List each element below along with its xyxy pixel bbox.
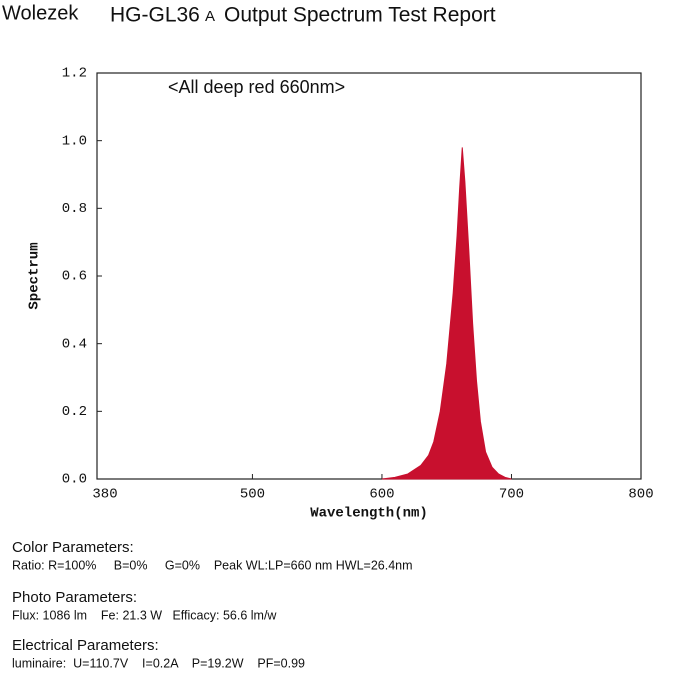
y-tick-label: 0.0 [62,472,87,488]
model: HG-GL36 [110,4,200,27]
model-suffix: A [205,8,215,25]
x-tick-label: 700 [499,487,524,503]
y-tick-label: 0.2 [62,404,87,420]
x-tick-label: 500 [240,487,265,503]
param-line: Ratio: R=100% B=0% G=0% Peak WL:LP=660 n… [12,558,413,572]
y-tick-label: 1.2 [62,66,87,82]
param-heading: Electrical Parameters: [12,637,159,654]
brand: Wolezek [2,2,79,24]
plot-frame [96,72,642,480]
param-line: luminaire: U=110.7V I=0.2A P=19.2W PF=0.… [12,656,305,670]
y-tick-label: 1.0 [62,133,87,149]
param-line: Flux: 1086 lm Fe: 21.3 W Efficacy: 56.6 … [12,608,277,622]
param-heading: Photo Parameters: [12,589,137,606]
x-tick-label: 380 [92,487,117,503]
param-heading: Color Parameters: [12,539,134,556]
y-tick-label: 0.4 [62,336,87,352]
y-tick-label: 0.6 [62,269,87,285]
x-axis-title: Wavelength(nm) [310,506,428,522]
x-tick-label: 800 [628,487,653,503]
x-tick-label: 600 [369,487,394,503]
spectrum-area [381,147,512,480]
y-tick-label: 0.8 [62,201,87,217]
report-title: Output Spectrum Test Report [224,4,496,27]
y-axis-title: Spectrum [27,242,43,309]
annotation: <All deep red 660nm> [168,77,345,97]
